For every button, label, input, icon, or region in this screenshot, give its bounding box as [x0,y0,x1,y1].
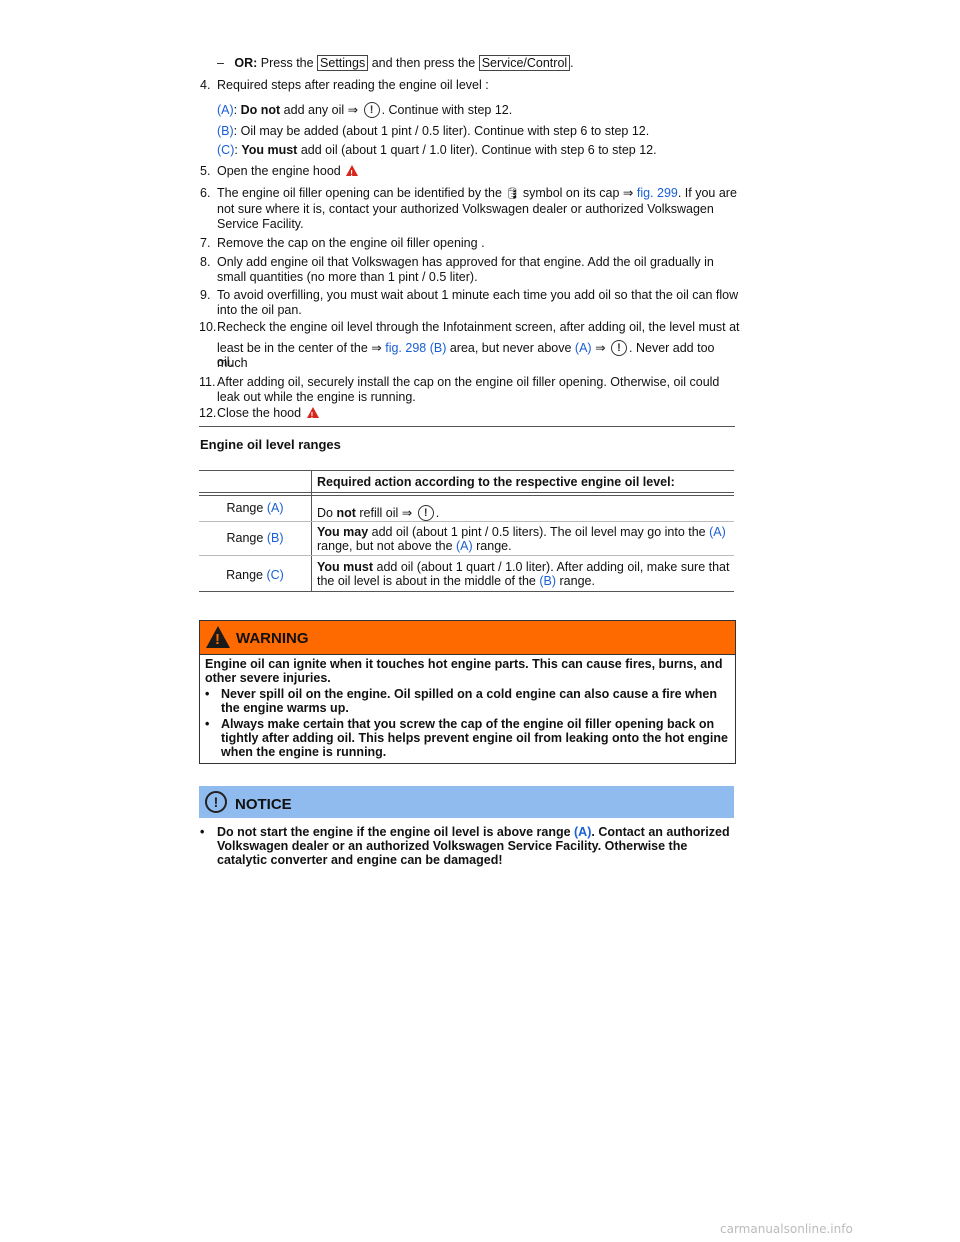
notice-circle-icon: ! [205,791,227,813]
or-instruction: – OR: Press the Settings and then press … [217,55,574,71]
row-divider [199,555,734,556]
link-a[interactable]: (A) [574,341,592,355]
or-label: OR: [234,56,258,70]
warning-header: WARNING [200,621,735,655]
fig-298-link[interactable]: fig. 298 (B) [385,341,447,355]
link-a[interactable]: (A) [574,825,592,839]
divider [199,426,735,427]
table-header-rule-2 [199,495,734,496]
section-title: Engine oil level ranges [200,437,341,452]
oil-can-icon: 🛢 [505,188,520,200]
substep-c: (C): You must add oil (about 1 quart / 1… [217,143,657,157]
step-4: 4. Required steps after reading the engi… [200,78,489,92]
notice-body: • Do not start the engine if the engine … [200,825,730,867]
step-10-cont: least be in the center of the ⇒ fig. 298… [217,340,715,370]
link-a[interactable]: (A) [217,103,234,117]
bullet-icon: • [205,717,210,731]
notice-icon: ! [417,505,434,521]
fig-299-link[interactable]: fig. 299 [636,186,678,200]
step-12: 12. Close the hood [199,406,740,423]
settings-button[interactable]: Settings [317,55,369,71]
table-column-divider [311,470,312,591]
bullet-icon: • [205,687,210,701]
row-divider [199,521,734,522]
notice-title: NOTICE [235,796,292,813]
warning-bullet: • Never spill oil on the engine. Oil spi… [205,687,717,715]
link-b[interactable]: (B) [539,574,557,588]
range-b-label[interactable]: (B) [266,531,284,545]
step-5: 5. Open the engine hood [200,164,740,181]
warning-box: WARNING Engine oil can ignite when it to… [199,620,736,764]
table-bottom-rule [199,591,734,592]
substep-a: (A): Do not add any oil ⇒ !. Continue wi… [217,102,513,118]
warning-icon [306,407,319,423]
substep-b: (B): Oil may be added (about 1 pint / 0.… [217,124,650,138]
table-header-rule [199,492,734,493]
step-9: 9. To avoid overfilling, you must wait a… [200,288,739,317]
range-a-label[interactable]: (A) [266,501,284,515]
step-6: 6. The engine oil filler opening can be … [200,186,737,231]
notice-header: ! NOTICE [199,786,734,818]
notice-icon: ! [611,340,628,356]
link-b[interactable]: (B) [217,124,234,138]
warning-bullet: • Always make certain that you screw the… [205,717,728,759]
step-8: 8. Only add engine oil that Volkswagen h… [200,255,714,284]
warning-intro: Engine oil can ignite when it touches ho… [205,657,723,685]
warning-icon [346,165,359,181]
footer-watermark: carmanualsonline.info [720,1222,853,1236]
step-10: 10. Recheck the engine oil level through… [199,320,740,334]
link-a[interactable]: (A) [456,539,473,553]
dash: – [217,56,224,70]
service-control-button[interactable]: Service/Control [478,55,571,71]
link-c[interactable]: (C) [217,143,235,157]
step-11: 11. After adding oil, securely install t… [199,375,720,404]
notice-icon: ! [363,102,380,118]
warning-triangle-icon [206,626,230,648]
warning-title: WARNING [236,630,309,647]
range-c-label[interactable]: (C) [266,568,284,582]
step-10-end: oil. [217,355,233,369]
table-top-rule [199,470,734,471]
link-a[interactable]: (A) [709,525,726,539]
step-7: 7. Remove the cap on the engine oil fill… [200,236,485,250]
bullet-icon: • [200,825,205,839]
